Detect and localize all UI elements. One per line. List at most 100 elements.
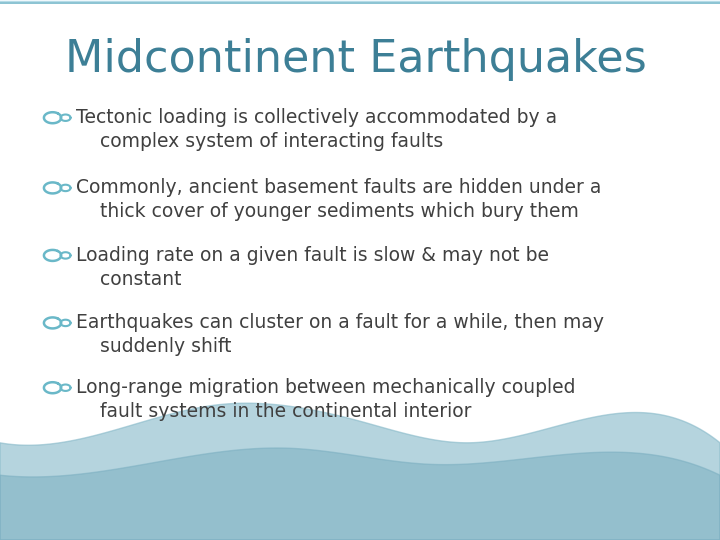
Bar	[0, 1, 720, 3]
Bar	[0, 1, 720, 3]
Bar	[0, 1, 720, 3]
Bar	[0, 1, 720, 2]
Bar	[0, 0, 720, 2]
Bar	[0, 1, 720, 3]
Bar	[0, 0, 720, 2]
Bar	[0, 1, 720, 2]
Bar	[0, 1, 720, 3]
Bar	[0, 1, 720, 2]
Bar	[0, 1, 720, 2]
Bar	[0, 2, 720, 3]
Bar	[0, 1, 720, 3]
Bar	[0, 0, 720, 2]
Bar	[0, 1, 720, 2]
Bar	[0, 1, 720, 2]
Bar	[0, 1, 720, 2]
Bar	[0, 2, 720, 3]
Bar	[0, 1, 720, 2]
Bar	[0, 2, 720, 3]
Bar	[0, 1, 720, 3]
Bar	[0, 2, 720, 4]
Bar	[0, 2, 720, 3]
Bar	[0, 1, 720, 3]
Bar	[0, 0, 720, 2]
Bar	[0, 0, 720, 2]
Bar	[0, 1, 720, 3]
Bar	[0, 1, 720, 2]
Bar	[0, 0, 720, 2]
Bar	[0, 1, 720, 3]
Bar	[0, 1, 720, 2]
Bar	[0, 1, 720, 3]
Bar	[0, 2, 720, 3]
Bar	[0, 1, 720, 2]
Bar	[0, 0, 720, 2]
Bar	[0, 2, 720, 3]
Bar	[0, 1, 720, 3]
Bar	[0, 1, 720, 2]
Bar	[0, 1, 720, 3]
Bar	[0, 1, 720, 2]
Bar	[0, 1, 720, 3]
Bar	[0, 2, 720, 3]
Bar	[0, 1, 720, 2]
Bar	[0, 1, 720, 2]
Bar	[0, 2, 720, 3]
Bar	[0, 0, 720, 2]
Bar	[0, 1, 720, 2]
Bar	[0, 2, 720, 3]
Bar	[0, 2, 720, 3]
Bar	[0, 1, 720, 2]
Bar	[0, 1, 720, 3]
Bar	[0, 2, 720, 3]
Bar	[0, 1, 720, 3]
Bar	[0, 0, 720, 2]
Bar	[0, 1, 720, 3]
Bar	[0, 2, 720, 4]
Bar	[0, 0, 720, 2]
Bar	[0, 1, 720, 2]
Bar	[0, 1, 720, 3]
Bar	[0, 1, 720, 3]
Bar	[0, 1, 720, 3]
Bar	[0, 1, 720, 3]
Bar	[0, 2, 720, 3]
Bar	[0, 0, 720, 2]
Text: Earthquakes can cluster on a fault for a while, then may
    suddenly shift: Earthquakes can cluster on a fault for a…	[76, 313, 603, 356]
Bar	[0, 0, 720, 2]
Bar	[0, 1, 720, 2]
Bar	[0, 0, 720, 2]
Bar	[0, 0, 720, 2]
Bar	[0, 1, 720, 3]
Bar	[0, 1, 720, 2]
Bar	[0, 1, 720, 3]
Bar	[0, 1, 720, 3]
Bar	[0, 1, 720, 3]
Bar	[0, 2, 720, 3]
Bar	[0, 1, 720, 3]
Bar	[0, 1, 720, 3]
Bar	[0, 0, 720, 2]
Bar	[0, 1, 720, 3]
Bar	[0, 1, 720, 3]
Bar	[0, 1, 720, 2]
Bar	[0, 2, 720, 4]
Bar	[0, 1, 720, 3]
Bar	[0, 2, 720, 3]
Bar	[0, 1, 720, 2]
Bar	[0, 1, 720, 2]
Bar	[0, 1, 720, 3]
Bar	[0, 1, 720, 2]
Bar	[0, 1, 720, 3]
Bar	[0, 1, 720, 3]
Bar	[0, 2, 720, 4]
Bar	[0, 1, 720, 3]
Bar	[0, 2, 720, 4]
Bar	[0, 0, 720, 2]
Bar	[0, 1, 720, 2]
Bar	[0, 2, 720, 4]
Bar	[0, 2, 720, 3]
Bar	[0, 1, 720, 3]
Bar	[0, 1, 720, 3]
Bar	[0, 0, 720, 2]
